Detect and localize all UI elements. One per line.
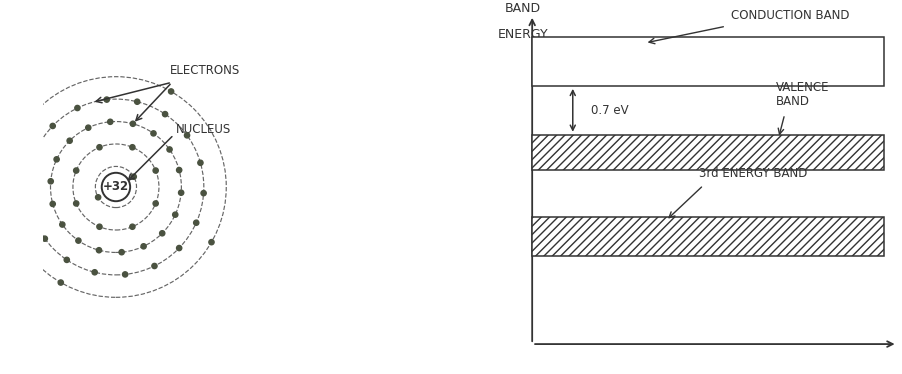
Circle shape xyxy=(74,201,78,206)
Circle shape xyxy=(51,123,55,129)
Text: NUCLEUS: NUCLEUS xyxy=(176,123,231,135)
Circle shape xyxy=(134,99,140,104)
Circle shape xyxy=(130,224,135,229)
Circle shape xyxy=(162,111,168,117)
Circle shape xyxy=(131,174,136,180)
Circle shape xyxy=(153,168,158,173)
Circle shape xyxy=(54,157,60,162)
Circle shape xyxy=(92,270,97,275)
Circle shape xyxy=(179,190,184,195)
Circle shape xyxy=(97,145,102,150)
Circle shape xyxy=(51,201,55,206)
Circle shape xyxy=(167,147,172,152)
Circle shape xyxy=(97,248,102,253)
Circle shape xyxy=(177,245,182,251)
Circle shape xyxy=(76,238,81,243)
Text: VALENCE
BAND: VALENCE BAND xyxy=(776,82,829,108)
Circle shape xyxy=(153,201,158,206)
Bar xyxy=(532,217,884,256)
Circle shape xyxy=(169,89,174,94)
Circle shape xyxy=(25,178,31,184)
Circle shape xyxy=(74,168,78,173)
Text: +32: +32 xyxy=(103,181,129,193)
Text: 0.7 eV: 0.7 eV xyxy=(591,104,629,117)
Circle shape xyxy=(48,179,53,184)
Circle shape xyxy=(152,263,157,269)
Text: CONDUCTION BAND: CONDUCTION BAND xyxy=(731,9,849,22)
Circle shape xyxy=(151,131,156,136)
Circle shape xyxy=(42,236,48,241)
Circle shape xyxy=(75,105,80,111)
Circle shape xyxy=(102,173,130,201)
Circle shape xyxy=(123,272,128,277)
Circle shape xyxy=(107,119,113,125)
Text: BAND: BAND xyxy=(505,2,541,15)
Circle shape xyxy=(33,148,38,154)
Circle shape xyxy=(18,129,23,134)
Circle shape xyxy=(201,190,207,196)
Circle shape xyxy=(119,249,124,255)
Circle shape xyxy=(104,97,109,102)
Circle shape xyxy=(29,209,34,214)
Circle shape xyxy=(209,240,214,245)
Text: ELECTRONS: ELECTRONS xyxy=(170,64,241,77)
Circle shape xyxy=(64,257,69,263)
Text: (eV): (eV) xyxy=(550,49,575,62)
Circle shape xyxy=(86,125,91,130)
Circle shape xyxy=(58,280,63,285)
Circle shape xyxy=(177,168,182,173)
Circle shape xyxy=(194,220,198,226)
Circle shape xyxy=(160,231,165,236)
Circle shape xyxy=(130,145,135,150)
Circle shape xyxy=(67,138,72,143)
Bar xyxy=(532,135,884,170)
Circle shape xyxy=(130,121,135,126)
Circle shape xyxy=(172,212,178,217)
Text: 3rd ENERGY BAND: 3rd ENERGY BAND xyxy=(699,166,807,180)
Circle shape xyxy=(198,160,203,165)
Circle shape xyxy=(184,133,189,138)
Circle shape xyxy=(60,222,65,227)
Circle shape xyxy=(97,224,102,229)
Circle shape xyxy=(96,194,101,200)
Text: ENERGY: ENERGY xyxy=(498,28,548,41)
Bar xyxy=(532,37,884,86)
Circle shape xyxy=(141,244,146,249)
